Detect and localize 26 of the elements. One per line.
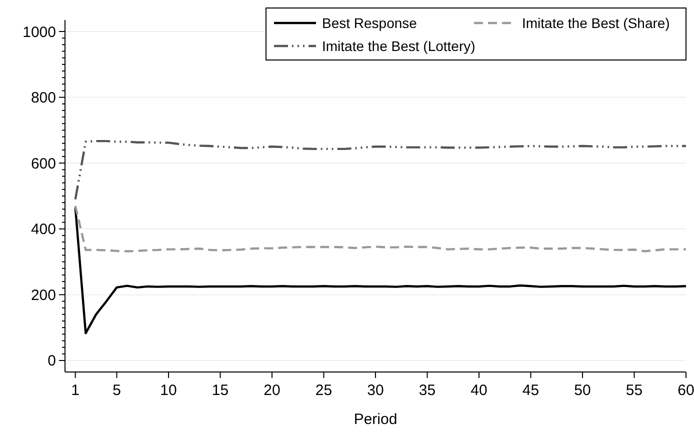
line-series	[74, 140, 688, 200]
line-series	[74, 206, 688, 334]
x-tick-label: 60	[678, 382, 694, 399]
x-tick-label: 20	[264, 382, 280, 399]
legend-label: Imitate the Best (Share)	[522, 14, 670, 31]
x-tick-label: 25	[315, 382, 332, 399]
line-series	[74, 204, 688, 252]
x-tick-label: 15	[212, 382, 229, 399]
y-tick-label: 800	[30, 90, 56, 107]
x-tick-label: 50	[574, 382, 591, 399]
x-tick-label: 40	[470, 382, 488, 399]
legend-label: Imitate the Best (Lottery)	[322, 38, 476, 54]
x-tick-label: 45	[522, 382, 540, 399]
x-tick-label: 55	[626, 382, 643, 399]
y-tick-label: 600	[30, 155, 56, 172]
x-tick-label: 35	[418, 382, 436, 399]
y-tick-label: 400	[30, 221, 56, 238]
x-tick-label: 5	[112, 382, 121, 399]
x-tick-label: 10	[160, 382, 177, 399]
legend-label: Best Response	[322, 14, 418, 31]
y-tick-label: 200	[30, 286, 56, 304]
x-tick-label: 1	[71, 382, 80, 399]
x-tick-label: 30	[367, 382, 384, 399]
x-axis-title: Period	[354, 411, 398, 428]
y-tick-label: 1000	[22, 24, 56, 41]
y-tick-label: 0	[48, 352, 56, 370]
